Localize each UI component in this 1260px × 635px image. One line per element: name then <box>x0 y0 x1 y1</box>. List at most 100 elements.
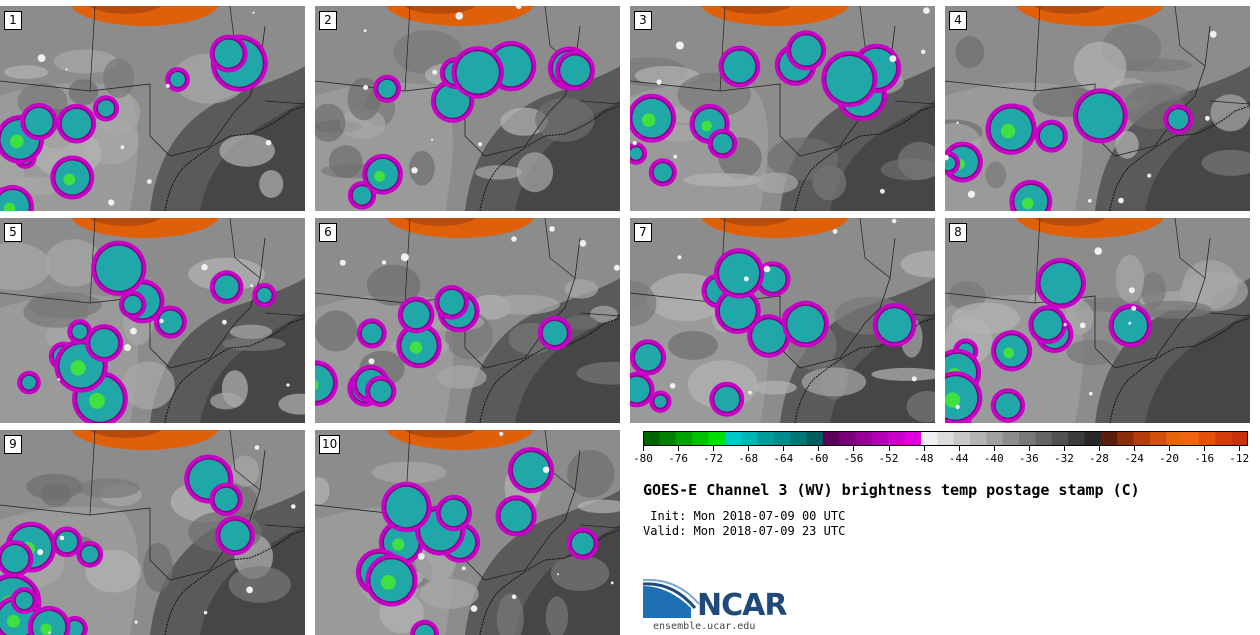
colorbar-tick-label: -52 <box>878 452 899 465</box>
colorbar-swatch <box>970 431 987 446</box>
colorbar-tick-mark <box>643 446 644 451</box>
colorbar-swatch <box>1231 431 1249 446</box>
colorbar-tick-mark <box>993 446 995 451</box>
colorbar-tick-label: -76 <box>668 452 689 465</box>
colorbar-swatch <box>888 431 906 446</box>
colorbar-swatch <box>1166 431 1184 446</box>
colorbar <box>643 431 1249 446</box>
colorbar-swatch <box>1117 431 1135 446</box>
wv-map <box>630 6 935 211</box>
panel-3: 3 <box>630 6 935 211</box>
colorbar-tick-mark <box>853 446 855 451</box>
colorbar-swatch <box>855 431 873 446</box>
colorbar-swatch <box>937 431 955 446</box>
panel-number: 1 <box>4 11 22 30</box>
panel-number: 7 <box>634 223 652 242</box>
colorbar-swatch <box>1100 431 1118 446</box>
colorbar-tick-label: -44 <box>948 452 969 465</box>
panel-number: 5 <box>4 223 22 242</box>
colorbar-swatch <box>871 431 889 446</box>
colorbar-tick-mark <box>678 446 680 451</box>
panel-9: 9 <box>0 430 305 635</box>
colorbar-tick-mark <box>818 446 820 451</box>
panel-10: 10 <box>315 430 620 635</box>
panel-number: 3 <box>634 11 652 30</box>
colorbar-swatch <box>659 431 677 446</box>
wv-map <box>0 6 305 211</box>
colorbar-tick-mark <box>713 446 715 451</box>
colorbar-swatch <box>986 431 1004 446</box>
wv-map <box>315 218 620 423</box>
panel-number: 4 <box>949 11 967 30</box>
colorbar-tick-label: -20 <box>1159 452 1180 465</box>
colorbar-swatch <box>1084 431 1102 446</box>
colorbar-tick-mark <box>1169 446 1171 451</box>
colorbar-swatch <box>1035 431 1053 446</box>
colorbar-tick-mark <box>958 446 960 451</box>
colorbar-tick-label: -80 <box>633 452 653 465</box>
colorbar-tick-label: -36 <box>1018 452 1039 465</box>
panel-7: 7 <box>630 218 935 423</box>
colorbar-tick-label: -64 <box>773 452 794 465</box>
wv-map <box>0 430 305 635</box>
colorbar-swatch <box>1068 431 1085 446</box>
panel-number: 8 <box>949 223 967 242</box>
panel-number: 9 <box>4 435 22 454</box>
colorbar-swatch <box>1182 431 1200 446</box>
figure-title: GOES-E Channel 3 (WV) brightness temp po… <box>643 481 1140 499</box>
colorbar-tick-label: -68 <box>738 452 759 465</box>
colorbar-tick-mark <box>1134 446 1135 451</box>
panel-number: 10 <box>319 435 341 454</box>
colorbar-tick-label: -40 <box>983 452 1004 465</box>
colorbar-swatch <box>1149 431 1167 446</box>
colorbar-swatch <box>1198 431 1216 446</box>
colorbar-tick-mark <box>1098 446 1100 451</box>
colorbar-tick-mark <box>1204 446 1206 451</box>
colorbar-swatch <box>741 431 758 446</box>
colorbar-swatch <box>953 431 971 446</box>
wv-map <box>0 218 305 423</box>
colorbar-tick-mark <box>1239 446 1241 451</box>
colorbar-tick-mark <box>923 446 925 451</box>
colorbar-tick-label: -12 <box>1229 452 1250 465</box>
colorbar-swatch <box>708 431 726 446</box>
colorbar-swatch <box>920 431 938 446</box>
panel-6: 6 <box>315 218 620 423</box>
wv-map <box>945 218 1250 423</box>
colorbar-tick-label: -24 <box>1124 452 1144 465</box>
panel-1: 1 <box>0 6 305 211</box>
panel-number: 2 <box>319 11 337 30</box>
panel-number: 6 <box>319 223 337 242</box>
colorbar-tick-label: -32 <box>1053 452 1074 465</box>
colorbar-ticks: -80 -76 -72 -68 -64 -60 -56 -52 -48 -44 -40 -36 -32 -… <box>633 446 1250 470</box>
colorbar-tick-label: -28 <box>1088 452 1109 465</box>
colorbar-swatch <box>1002 431 1020 446</box>
panel-2: 2 <box>315 6 620 211</box>
panel-4: 4 <box>945 6 1250 211</box>
colorbar-tick-label: -56 <box>843 452 864 465</box>
colorbar-swatch <box>839 431 857 446</box>
valid-time: Valid: Mon 2018-07-09 23 UTC <box>643 524 846 538</box>
colorbar-swatch <box>1051 431 1069 446</box>
colorbar-swatch <box>757 431 775 446</box>
colorbar-swatch <box>773 431 791 446</box>
colorbar-swatch <box>1215 431 1233 446</box>
colorbar-swatches <box>643 431 1249 446</box>
colorbar-swatch <box>806 431 824 446</box>
colorbar-tick-label: -16 <box>1194 452 1215 465</box>
ncar-logo-icon <box>643 578 700 618</box>
colorbar-tick-mark <box>888 446 890 451</box>
colorbar-swatch <box>904 431 922 446</box>
wv-map <box>945 6 1250 211</box>
colorbar-tick-label: -60 <box>808 452 829 465</box>
panel-5: 5 <box>0 218 305 423</box>
init-time: Init: Mon 2018-07-09 00 UTC <box>643 509 846 523</box>
colorbar-tick-mark <box>1028 446 1030 451</box>
panel-8: 8 <box>945 218 1250 423</box>
colorbar-swatch <box>675 431 693 446</box>
colorbar-swatch <box>692 431 709 446</box>
colorbar-tick-label: -72 <box>703 452 724 465</box>
colorbar-swatch <box>790 431 808 446</box>
colorbar-swatch <box>822 431 840 446</box>
colorbar-swatch <box>643 431 660 446</box>
